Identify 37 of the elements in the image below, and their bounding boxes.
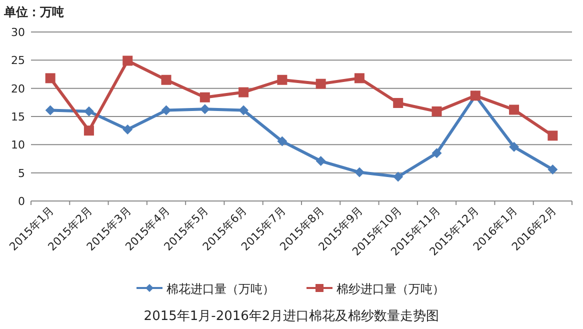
point [354, 73, 364, 84]
point [393, 172, 404, 182]
point [277, 74, 288, 85]
legend-label: 棉纱进口量（万吨） [336, 282, 444, 296]
point [238, 105, 249, 116]
point [316, 78, 326, 89]
text: 2015年1月-2016年2月进口棉花及棉纱数量走势图 [144, 309, 440, 324]
point [354, 167, 364, 178]
point [509, 142, 520, 152]
y-tick-label: 25 [11, 54, 25, 68]
y-axis-title: 单位：万吨 [3, 5, 64, 19]
y-tick-label: 30 [11, 26, 25, 39]
point [432, 106, 442, 116]
legend-label: 棉花进口量（万吨） [166, 282, 274, 296]
point [45, 73, 56, 84]
point [432, 148, 442, 158]
point [316, 156, 326, 166]
point [548, 130, 558, 141]
point [393, 98, 404, 108]
point [84, 106, 94, 116]
point [277, 136, 288, 146]
point [122, 56, 133, 66]
y-tick-label: 20 [11, 82, 25, 96]
y-tick-label: 10 [11, 138, 25, 152]
point [161, 105, 172, 116]
point [200, 104, 210, 114]
point [200, 92, 210, 102]
y-tick-label: 5 [18, 166, 25, 180]
point [238, 87, 249, 98]
y-tick-label: 0 [18, 195, 25, 208]
point [122, 124, 133, 134]
point [509, 104, 520, 115]
point [84, 126, 94, 136]
point [161, 74, 172, 85]
point [548, 164, 558, 174]
y-tick-label: 15 [11, 110, 25, 124]
point [45, 105, 56, 116]
